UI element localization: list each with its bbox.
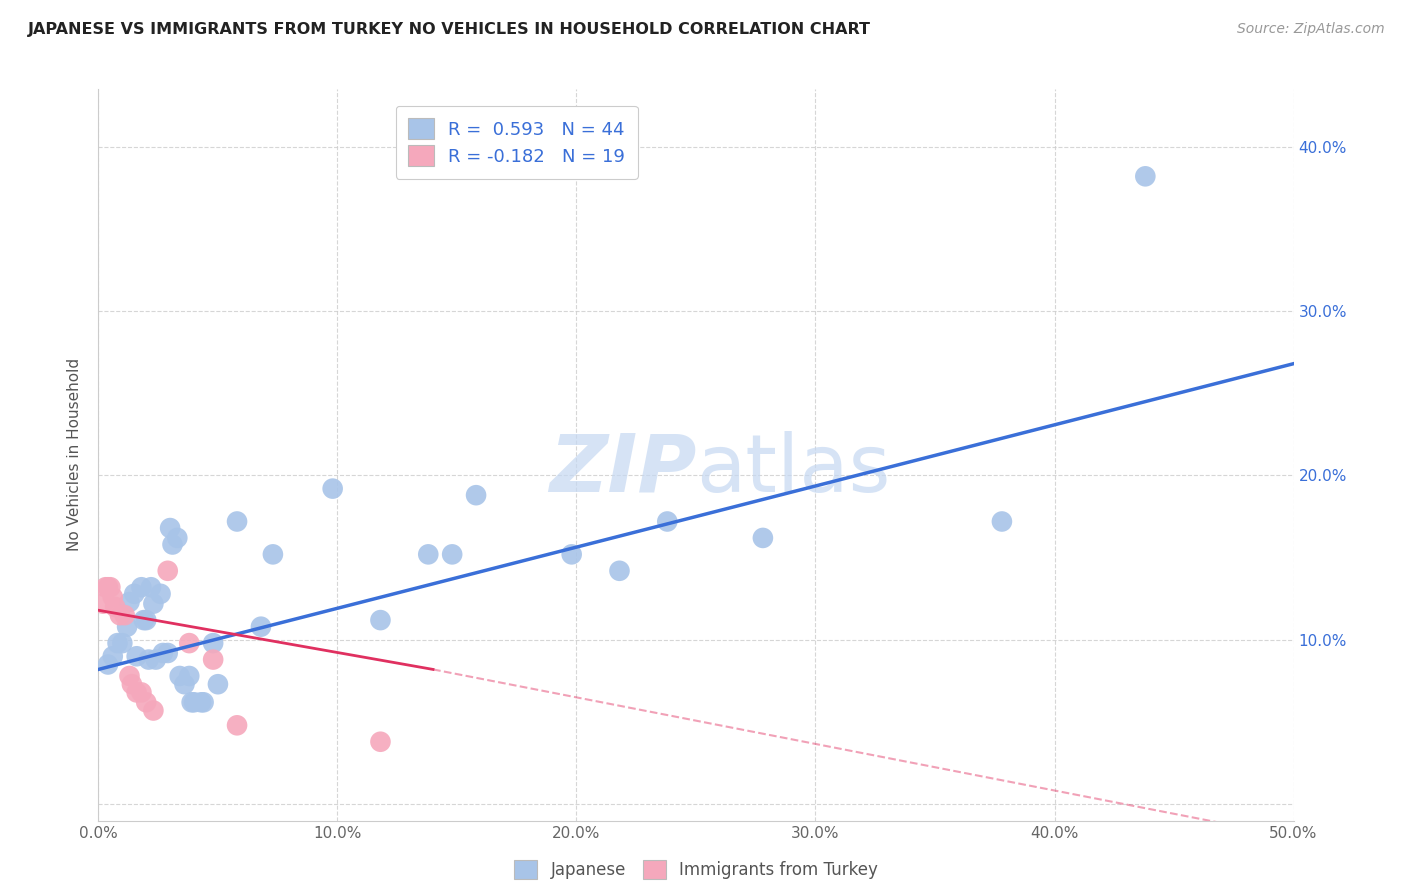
Point <box>370 613 392 627</box>
Point <box>115 620 138 634</box>
Point <box>173 677 195 691</box>
Point <box>179 669 201 683</box>
Point <box>179 636 201 650</box>
Point <box>1135 169 1157 184</box>
Point <box>132 613 155 627</box>
Point <box>752 531 775 545</box>
Point <box>107 636 129 650</box>
Point <box>142 704 165 718</box>
Point <box>370 735 392 749</box>
Point <box>202 636 225 650</box>
Point <box>139 580 162 594</box>
Point <box>91 597 114 611</box>
Point <box>124 587 146 601</box>
Point <box>118 669 141 683</box>
Point <box>561 547 583 561</box>
Point <box>97 657 120 672</box>
Point <box>121 677 143 691</box>
Point <box>118 595 141 609</box>
Text: atlas: atlas <box>696 431 890 508</box>
Point <box>465 488 488 502</box>
Point <box>418 547 440 561</box>
Point <box>142 597 165 611</box>
Point <box>226 718 249 732</box>
Point <box>114 608 136 623</box>
Point <box>101 649 124 664</box>
Point <box>207 677 229 691</box>
Point <box>149 587 172 601</box>
Y-axis label: No Vehicles in Household: No Vehicles in Household <box>67 359 83 551</box>
Point <box>162 537 184 551</box>
Point <box>190 695 212 709</box>
Point <box>138 652 160 666</box>
Text: JAPANESE VS IMMIGRANTS FROM TURKEY NO VEHICLES IN HOUSEHOLD CORRELATION CHART: JAPANESE VS IMMIGRANTS FROM TURKEY NO VE… <box>28 22 872 37</box>
Point <box>101 590 124 604</box>
Text: Source: ZipAtlas.com: Source: ZipAtlas.com <box>1237 22 1385 37</box>
Point <box>991 515 1014 529</box>
Point <box>111 636 134 650</box>
Point <box>125 649 148 664</box>
Point <box>226 515 249 529</box>
Point <box>97 580 120 594</box>
Point <box>609 564 631 578</box>
Point <box>202 652 225 666</box>
Point <box>98 580 122 594</box>
Point <box>156 564 179 578</box>
Point <box>135 613 157 627</box>
Point <box>152 646 174 660</box>
Point <box>159 521 181 535</box>
Point <box>104 599 127 614</box>
Point <box>322 482 344 496</box>
Point <box>166 531 188 545</box>
Point <box>145 652 167 666</box>
Point <box>125 685 148 699</box>
Point <box>180 695 202 709</box>
Point <box>250 620 273 634</box>
Point <box>262 547 284 561</box>
Point <box>169 669 191 683</box>
Legend: Japanese, Immigrants from Turkey: Japanese, Immigrants from Turkey <box>508 853 884 886</box>
Point <box>193 695 215 709</box>
Point <box>441 547 464 561</box>
Text: ZIP: ZIP <box>548 431 696 508</box>
Point <box>183 695 205 709</box>
Point <box>657 515 679 529</box>
Point <box>131 685 153 699</box>
Point <box>108 608 131 623</box>
Point <box>131 580 153 594</box>
Point <box>135 695 157 709</box>
Point <box>94 580 117 594</box>
Point <box>156 646 179 660</box>
